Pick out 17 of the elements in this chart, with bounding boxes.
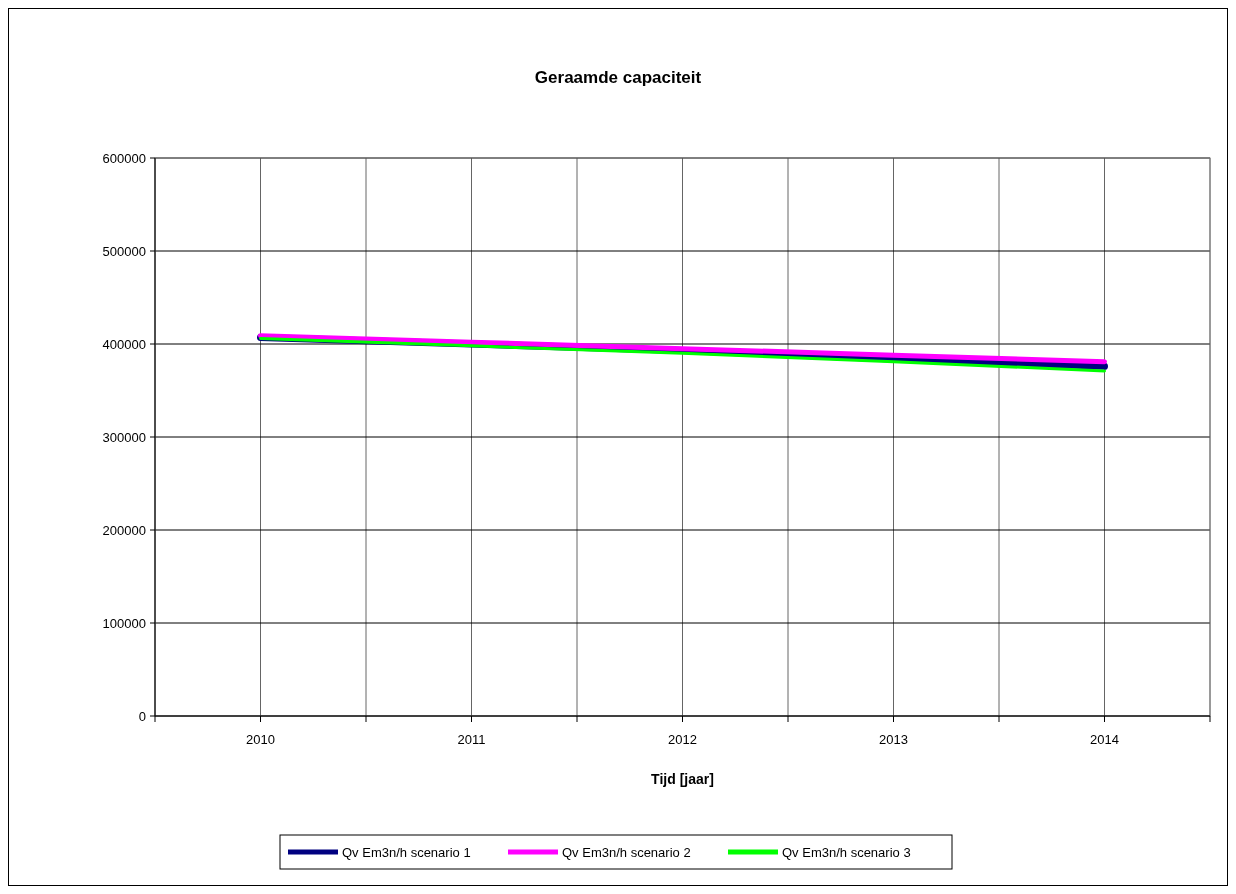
x-tick-label: 2014: [1090, 732, 1119, 747]
y-tick-label: 300000: [102, 430, 146, 445]
x-tick-label: 2011: [457, 732, 486, 747]
x-tick-label: 2013: [879, 732, 908, 747]
y-tick-label: 500000: [102, 244, 146, 259]
chart-title: Geraamde capaciteit: [534, 68, 702, 87]
y-tick-label: 100000: [102, 616, 146, 631]
y-tick-label: 200000: [102, 523, 146, 538]
x-axis-title: Tijd [jaar]: [651, 771, 714, 787]
legend-label: Qv Em3n/h scenario 2: [562, 845, 691, 860]
y-tick-label: 400000: [102, 337, 146, 352]
legend-label: Qv Em3n/h scenario 3: [782, 845, 911, 860]
x-tick-label: 2012: [668, 732, 697, 747]
y-tick-label: 600000: [102, 151, 146, 166]
legend-label: Qv Em3n/h scenario 1: [342, 845, 471, 860]
x-tick-label: 2010: [246, 732, 275, 747]
y-tick-label: 0: [138, 709, 146, 724]
